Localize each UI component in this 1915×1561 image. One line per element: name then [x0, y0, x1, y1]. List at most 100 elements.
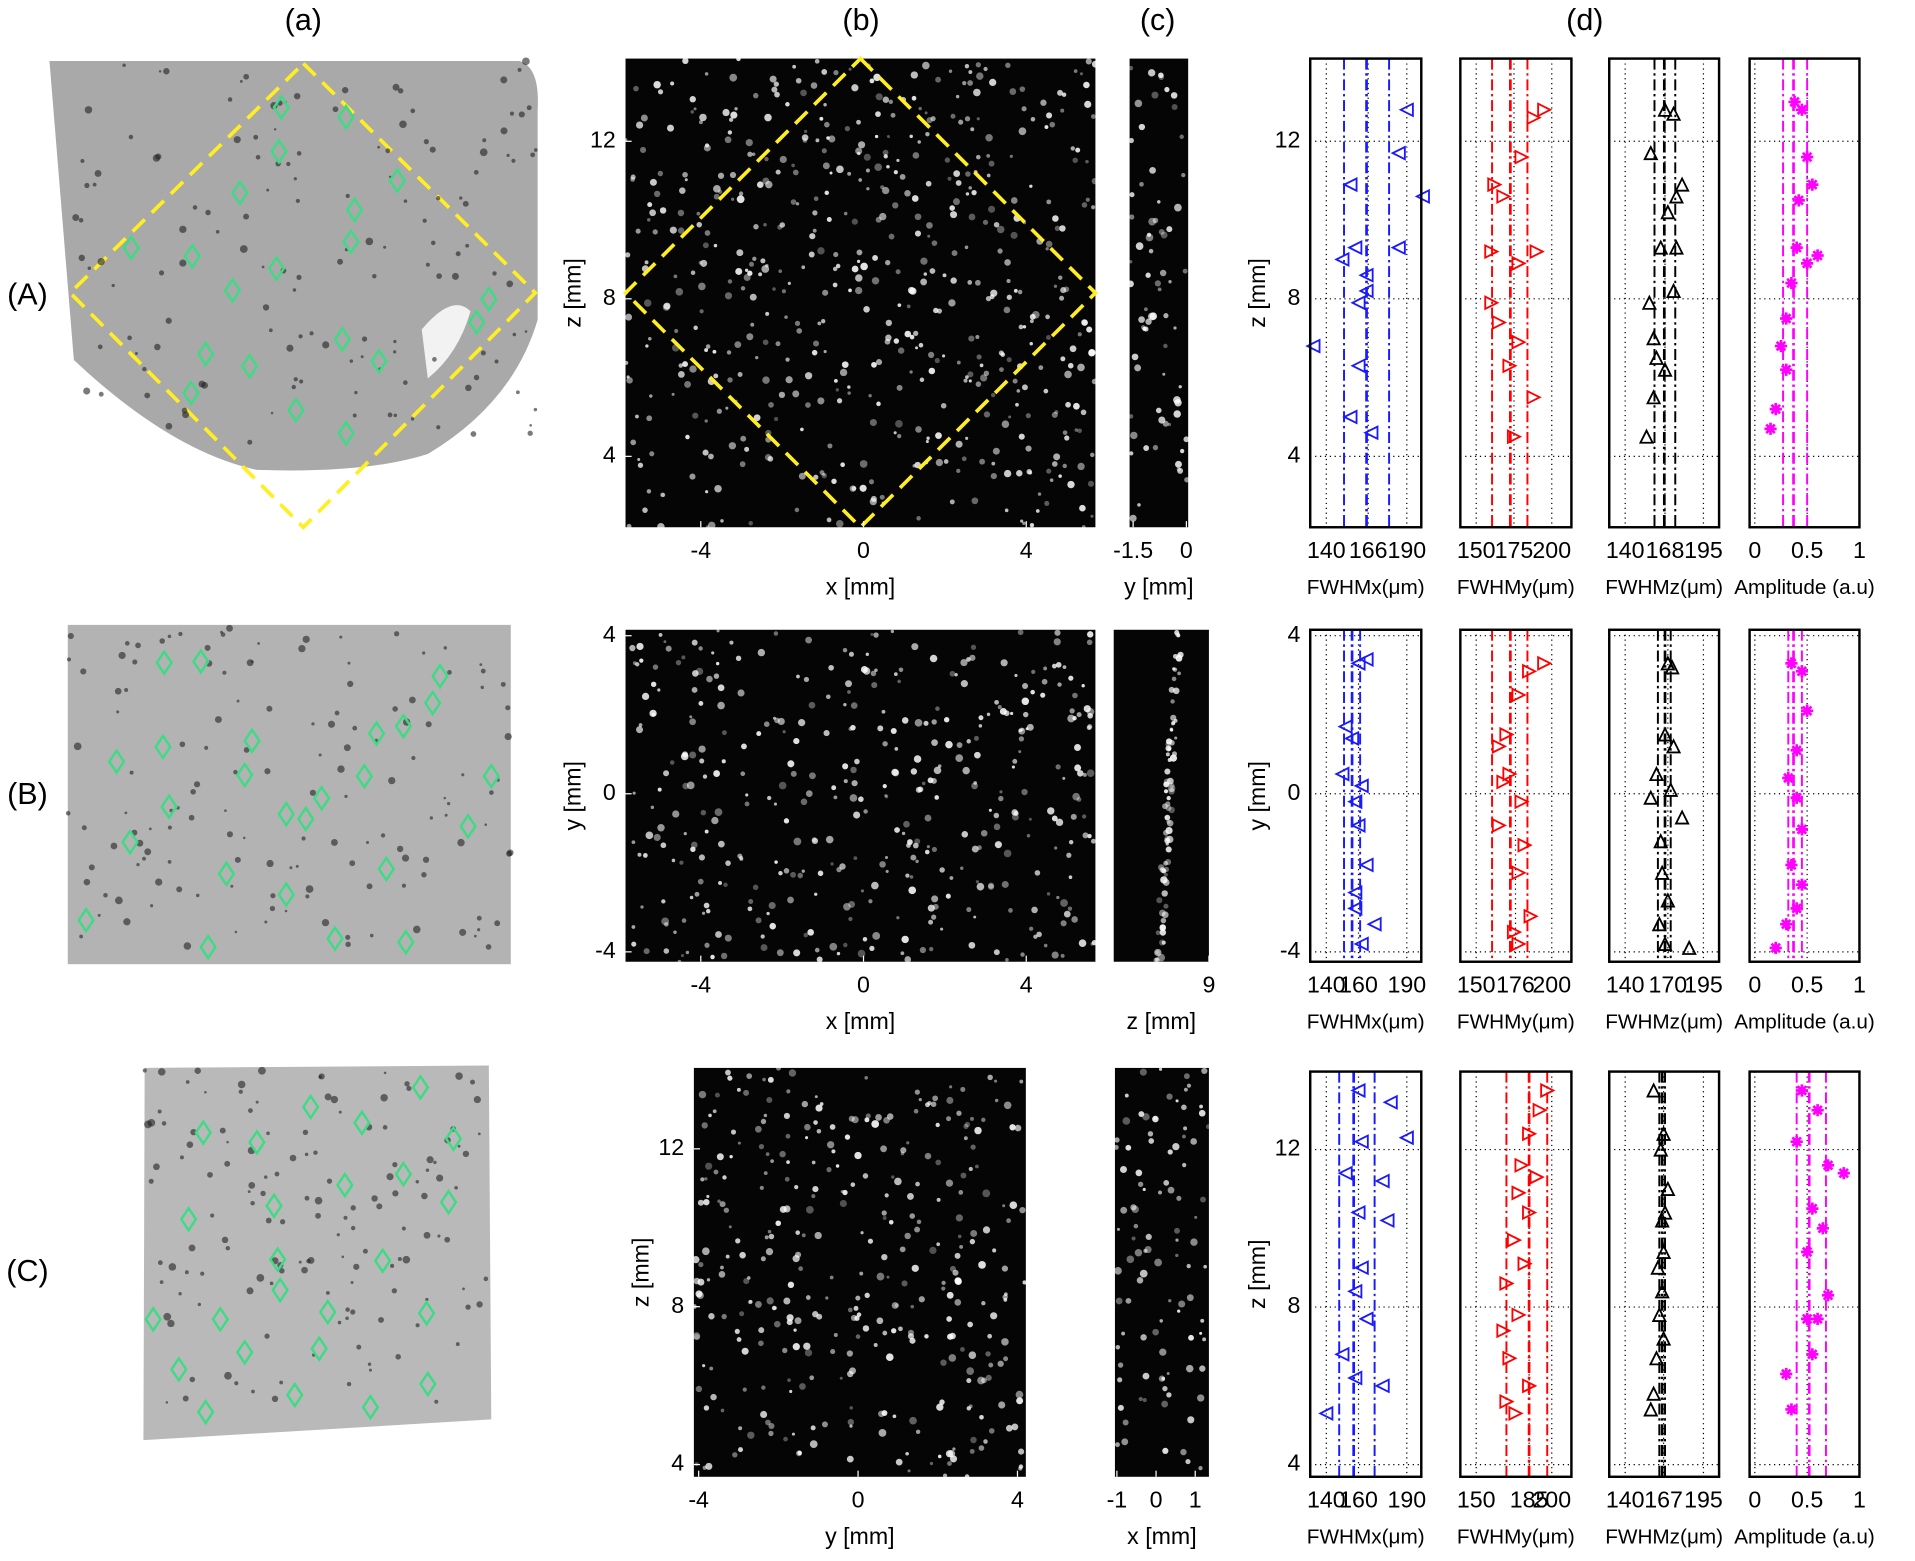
bead: [865, 1113, 871, 1119]
speck: [136, 862, 140, 867]
bead: [1045, 240, 1053, 248]
bead: [1065, 401, 1071, 408]
bead: [1186, 1263, 1191, 1269]
bead: [1000, 659, 1008, 667]
data-point: [1660, 204, 1676, 220]
bead: [814, 58, 820, 64]
plot-frame: [1308, 1070, 1423, 1479]
bead: [769, 75, 777, 83]
bead: [811, 349, 818, 356]
scatter-panel: [1608, 57, 1721, 529]
bead: [765, 1248, 774, 1256]
bead: [864, 1075, 869, 1080]
data-point: [1491, 314, 1508, 331]
bead: [814, 1231, 822, 1240]
speck: [204, 1090, 207, 1094]
data-point: [1523, 908, 1539, 924]
bead: [1081, 814, 1087, 819]
bead: [888, 99, 894, 105]
bead: [979, 363, 984, 368]
bead: [746, 1073, 753, 1079]
bead: [817, 870, 824, 877]
speck: [269, 905, 276, 912]
marker-diamond: [235, 1339, 254, 1366]
bead: [949, 205, 955, 211]
speck: [477, 1132, 481, 1136]
marker-diamond: [417, 1300, 436, 1327]
bead: [706, 908, 711, 914]
plot-frame: [1608, 57, 1721, 529]
data-point: [1646, 330, 1662, 346]
bead: [855, 274, 863, 282]
bead: [1165, 752, 1170, 757]
bead: [952, 1447, 956, 1451]
bead: [636, 642, 644, 651]
bead: [1018, 750, 1022, 754]
bead: [763, 223, 767, 227]
bead: [958, 1190, 964, 1195]
bead: [920, 257, 928, 265]
bead: [962, 766, 970, 775]
bead: [1010, 231, 1018, 239]
bead: [851, 265, 859, 273]
bead: [657, 170, 664, 177]
bead: [773, 81, 779, 87]
bead: [737, 1141, 741, 1145]
bead: [729, 73, 738, 82]
bead: [819, 116, 824, 121]
bead: [1004, 508, 1009, 513]
x-tick-label: 140: [1307, 971, 1346, 997]
speck: [122, 63, 126, 68]
bead: [637, 462, 644, 468]
image-background: [625, 629, 1096, 962]
bead: [819, 470, 825, 475]
bead: [1036, 931, 1042, 938]
speck: [293, 92, 301, 100]
bead: [1076, 712, 1082, 718]
bead: [675, 659, 682, 666]
bead: [836, 165, 844, 174]
bead: [1164, 816, 1168, 820]
bead: [709, 1366, 714, 1371]
bead: [681, 655, 686, 660]
bead: [689, 751, 697, 759]
speck: [236, 699, 240, 703]
speck: [446, 802, 451, 806]
x-tick-label: 0: [1748, 537, 1761, 563]
bead: [744, 446, 750, 452]
speck: [473, 934, 477, 938]
speck: [343, 744, 351, 752]
bead: [858, 178, 863, 182]
speck: [304, 1152, 309, 1157]
speck: [148, 1178, 154, 1184]
bead: [755, 1125, 762, 1133]
bead: [775, 1065, 782, 1071]
bead: [716, 408, 722, 414]
bead: [942, 354, 946, 358]
bead: [779, 1150, 786, 1158]
bead: [790, 770, 797, 777]
speck: [479, 148, 488, 157]
x-axis-label: FWHMx(μm): [1307, 576, 1425, 599]
speck: [372, 273, 377, 279]
bead: [1049, 478, 1054, 482]
bead: [952, 1269, 959, 1276]
bead: [963, 1123, 969, 1129]
x-axis-label: FWHMy(μm): [1457, 1525, 1575, 1548]
bead: [637, 852, 642, 857]
speck: [459, 196, 463, 200]
bead: [925, 1102, 930, 1108]
speck: [505, 705, 511, 711]
bead: [1088, 349, 1096, 357]
bead: [1159, 1319, 1163, 1323]
bead: [924, 1152, 932, 1160]
marker-diamond: [196, 340, 215, 368]
plot-frame: [1748, 57, 1861, 529]
speck: [336, 1233, 340, 1237]
marker-diamond: [353, 1109, 371, 1137]
bead: [911, 643, 919, 651]
y-tick-label: 4: [1288, 441, 1301, 467]
bead: [853, 811, 861, 819]
bead: [1053, 638, 1061, 646]
bead: [689, 473, 696, 480]
